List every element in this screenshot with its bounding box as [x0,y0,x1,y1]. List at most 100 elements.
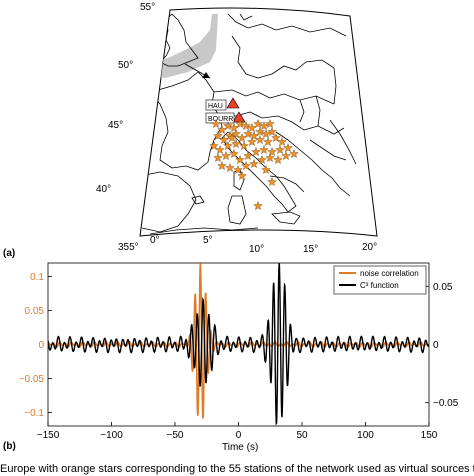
left-tick-label: −0.05 [19,374,45,385]
right-tick-label: −0.05 [433,398,459,409]
station-star-45 [249,158,259,168]
right-tick-label: 0 [433,340,439,351]
left-tick-label: 0.05 [25,306,45,317]
station-stars [209,118,299,210]
station-star-52 [261,164,271,174]
station-star-4 [229,122,239,132]
panel-b-label: (b) [3,441,16,452]
lon-label-15: 15° [303,244,318,255]
station-star-23 [223,140,233,150]
station-star-8 [253,118,263,128]
station-star-36 [251,146,261,156]
station-star-34 [235,154,245,164]
lat-label-50: 50° [118,60,133,71]
station-star-30 [277,136,287,146]
station-label-box-hau [205,99,227,111]
station-star-38 [267,146,277,156]
station-star-21 [209,140,219,150]
station-star-26 [247,136,257,146]
legend-box [333,265,427,295]
station-star-17 [249,130,259,140]
lat-label-55: 55° [140,2,155,13]
station-star-31 [213,152,223,162]
legend: noise correlation C³ function [333,265,427,295]
series-layer [48,263,429,426]
x-axis: −150 −100 −50 0 50 100 150 [37,422,438,441]
station-star-19 [261,128,271,138]
station-star-14 [231,128,241,138]
station-star-9 [259,120,269,130]
station-star-35 [243,150,253,160]
station-star-18 [255,126,265,136]
chart-panel: 0.1 0.05 0 −0.05 −0.1 0.05 0 −0.05 −150 −100 −50… [3,262,459,453]
legend-label-noise: noise correlation [360,269,419,278]
legend-label-c3: C³ function [360,281,399,290]
left-tick-label: −0.1 [24,408,44,419]
station-star-1 [211,118,221,128]
station-star-55 [227,132,237,142]
x-tick-label: 0 [236,430,242,441]
station-star-7 [247,122,257,132]
series-line-c3-function [48,263,429,426]
station-star-24 [231,138,241,148]
x-tick-label: 150 [421,430,438,441]
station-star-28 [263,136,273,146]
x-tick-label: 100 [357,430,374,441]
left-tick-label: 0.1 [30,272,44,283]
station-star-51 [237,170,247,180]
station-star-44 [241,160,251,170]
station-label-hau: HAU [208,103,223,110]
station-star-22 [215,144,225,154]
lon-label-0: 0° [150,235,160,246]
left-axis: 0.1 0.05 0 −0.05 −0.1 [19,272,52,419]
x-tick-label: −50 [167,430,184,441]
x-tick-label: −100 [100,430,123,441]
station-star-40 [283,142,293,152]
station-star-41 [217,160,227,170]
lon-label-10: 10° [249,244,264,255]
station-star-12 [219,134,229,144]
station-star-11 [213,130,223,140]
x-tick-label: 50 [296,430,308,441]
station-star-6 [241,120,251,130]
lon-label-20: 20° [362,242,377,253]
station-star-2 [217,124,227,134]
station-star-33 [229,148,239,158]
station-star-25 [239,140,249,150]
station-star-37 [259,144,269,154]
station-star-50 [289,148,299,158]
station-star-32 [221,150,231,160]
figure-caption: Europe with orange stars corresponding t… [0,463,474,475]
station-label-bourr: BOURR [208,116,233,123]
station-star-10 [265,118,275,128]
station-triangle-hau [226,97,240,109]
x-tick-label: −150 [37,430,60,441]
station-star-46 [257,154,267,164]
station-star-5 [235,118,245,128]
station-star-29 [271,132,281,142]
lon-label-355: 355° [118,242,139,253]
station-star-3 [223,120,233,130]
station-star-27 [255,134,265,144]
station-star-54 [253,200,263,210]
station-star-48 [273,154,283,164]
station-star-43 [233,164,243,174]
station-star-53 [267,176,277,186]
x-axis-label: Time (s) [222,442,258,453]
lat-label-40: 40° [96,184,111,195]
station-star-49 [281,150,291,160]
arrow [184,63,211,79]
left-tick-label: 0 [38,340,44,351]
station-star-39 [275,144,285,154]
panel-a-label: (a) [3,248,15,259]
right-axis: 0.05 0 −0.05 [425,282,459,409]
station-star-47 [265,152,275,162]
station-star-15 [237,132,247,142]
lon-label-5: 5° [203,235,213,246]
map-panel: HAU BOURR 55° 50° 45° 40° 355° 0° 5° 10°… [3,2,378,259]
lat-label-45: 45° [108,120,123,131]
station-star-16 [243,128,253,138]
station-star-42 [225,162,235,172]
right-tick-label: 0.05 [433,282,453,293]
